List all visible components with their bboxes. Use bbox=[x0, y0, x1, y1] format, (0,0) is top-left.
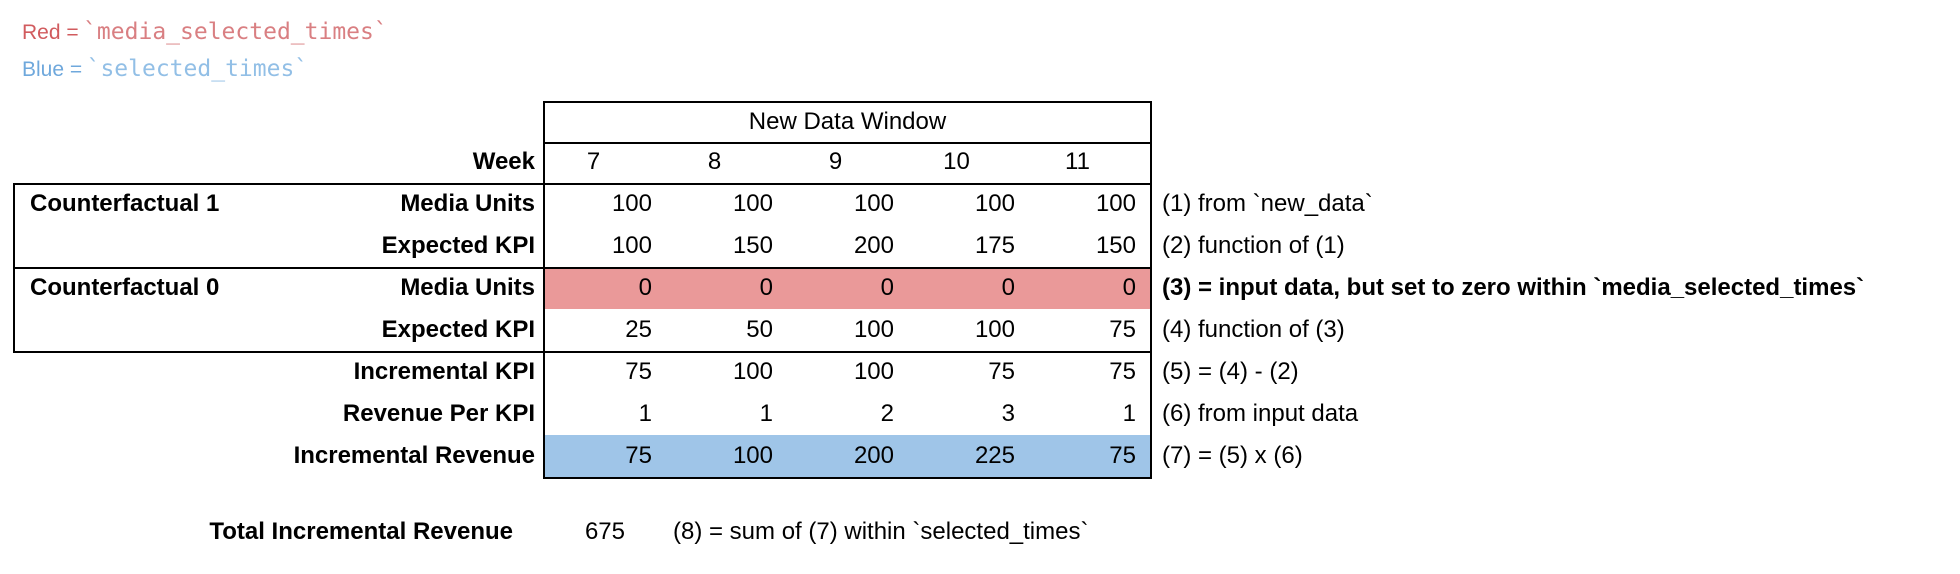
row-label: Media Units bbox=[400, 190, 535, 217]
cell-value: 100 bbox=[853, 358, 894, 385]
table-row-expected-kpi-cf1: Expected KPI 100 150 200 175 150 (2) fun… bbox=[0, 225, 1960, 267]
row-label: Expected KPI bbox=[381, 232, 535, 259]
cell-value: 75 bbox=[1109, 442, 1136, 469]
cell-value: 100 bbox=[1095, 190, 1136, 217]
group-label-counterfactual-1: Counterfactual 1 bbox=[30, 190, 220, 217]
row-annotation: (6) from input data bbox=[1162, 400, 1359, 427]
cell-value: 1 bbox=[638, 400, 652, 427]
cell-value: 100 bbox=[732, 442, 773, 469]
cell-value: 50 bbox=[746, 316, 773, 343]
week-label: Week bbox=[472, 148, 535, 175]
cell-value: 75 bbox=[1109, 358, 1136, 385]
total-value: 675 bbox=[584, 518, 625, 545]
selected-times-highlight bbox=[545, 435, 1150, 477]
cell-value: 1 bbox=[1122, 400, 1136, 427]
cell-value: 0 bbox=[638, 274, 652, 301]
cell-value: 200 bbox=[853, 232, 894, 259]
cell-value: 75 bbox=[988, 358, 1015, 385]
cell-value: 75 bbox=[625, 358, 652, 385]
row-annotation: (3) = input data, but set to zero within… bbox=[1162, 274, 1865, 301]
row-annotation: (4) function of (3) bbox=[1162, 316, 1345, 343]
table-header-row: New Data Window bbox=[0, 101, 1960, 143]
cell-value: 0 bbox=[880, 274, 894, 301]
cell-value: 100 bbox=[611, 232, 652, 259]
cell-value: 225 bbox=[974, 442, 1015, 469]
table-row-incremental-revenue: Incremental Revenue 75 100 200 225 75 (7… bbox=[0, 435, 1960, 477]
week-value: 11 bbox=[1065, 148, 1090, 175]
cell-value: 100 bbox=[611, 190, 652, 217]
row-label: Revenue Per KPI bbox=[342, 400, 535, 427]
legend-blue-code: `selected_times` bbox=[86, 56, 309, 82]
cell-value: 175 bbox=[974, 232, 1015, 259]
total-row: Total Incremental Revenue 675 (8) = sum … bbox=[0, 512, 1960, 552]
table-row-media-units-cf1: Counterfactual 1 Media Units 100 100 100… bbox=[0, 183, 1960, 225]
table-row-expected-kpi-cf0: Expected KPI 25 50 100 100 75 (4) functi… bbox=[0, 309, 1960, 351]
row-annotation: (7) = (5) x (6) bbox=[1162, 442, 1303, 469]
legend-red-line: Red = `media_selected_times` bbox=[22, 15, 388, 52]
total-annotation: (8) = sum of (7) within `selected_times` bbox=[673, 518, 1089, 545]
cell-value: 100 bbox=[853, 316, 894, 343]
cell-value: 0 bbox=[1001, 274, 1015, 301]
cell-value: 100 bbox=[974, 316, 1015, 343]
week-value: 8 bbox=[707, 148, 722, 175]
cell-value: 3 bbox=[1001, 400, 1015, 427]
row-label: Expected KPI bbox=[381, 316, 535, 343]
cell-value: 100 bbox=[732, 358, 773, 385]
cell-value: 0 bbox=[1122, 274, 1136, 301]
row-annotation: (1) from `new_data` bbox=[1162, 190, 1373, 217]
cell-value: 75 bbox=[625, 442, 652, 469]
total-label: Total Incremental Revenue bbox=[209, 518, 513, 545]
legend-blue-line: Blue = `selected_times` bbox=[22, 52, 308, 89]
table-row-incremental-kpi: Incremental KPI 75 100 100 75 75 (5) = (… bbox=[0, 351, 1960, 393]
table-row-media-units-cf0: Counterfactual 0 Media Units 0 0 0 0 0 (… bbox=[0, 267, 1960, 309]
cell-value: 25 bbox=[625, 316, 652, 343]
week-value: 7 bbox=[586, 148, 601, 175]
cell-value: 0 bbox=[759, 274, 773, 301]
cell-value: 75 bbox=[1109, 316, 1136, 343]
row-label: Incremental KPI bbox=[353, 358, 535, 385]
legend-red-code: `media_selected_times` bbox=[83, 19, 388, 45]
row-label: Incremental Revenue bbox=[293, 442, 535, 469]
cell-value: 100 bbox=[853, 190, 894, 217]
week-value: 9 bbox=[828, 148, 843, 175]
week-value: 10 bbox=[943, 148, 970, 175]
legend-red-label: Red = bbox=[22, 21, 79, 44]
cell-value: 100 bbox=[732, 190, 773, 217]
media-selected-times-highlight bbox=[545, 269, 1150, 309]
table-title: New Data Window bbox=[748, 108, 947, 135]
table-row-revenue-per-kpi: Revenue Per KPI 1 1 2 3 1 (6) from input… bbox=[0, 393, 1960, 435]
cell-value: 200 bbox=[853, 442, 894, 469]
cell-value: 150 bbox=[1095, 232, 1136, 259]
legend-blue-label: Blue = bbox=[22, 58, 83, 81]
cell-value: 100 bbox=[974, 190, 1015, 217]
row-annotation: (2) function of (1) bbox=[1162, 232, 1345, 259]
cell-value: 2 bbox=[880, 400, 894, 427]
week-row: Week 7 8 9 10 11 bbox=[0, 141, 1960, 183]
cell-value: 1 bbox=[759, 400, 773, 427]
cell-value: 150 bbox=[732, 232, 773, 259]
row-annotation: (5) = (4) - (2) bbox=[1162, 358, 1299, 385]
row-label: Media Units bbox=[400, 274, 535, 301]
group-label-counterfactual-0: Counterfactual 0 bbox=[30, 274, 220, 301]
